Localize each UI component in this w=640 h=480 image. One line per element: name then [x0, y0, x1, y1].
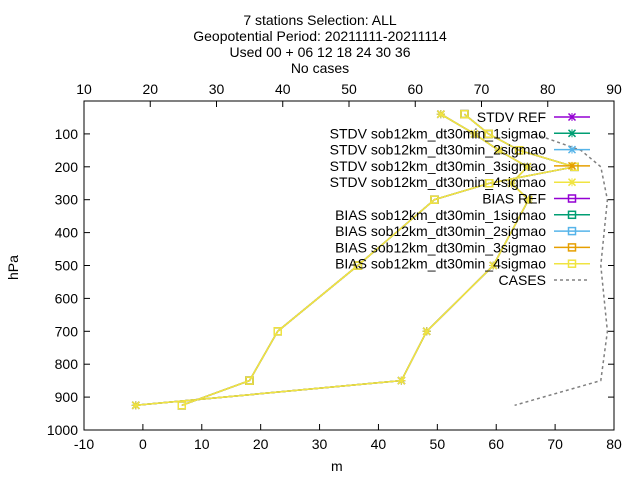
legend-entry: BIAS sob12km_dt30min_3sigmao — [335, 239, 590, 255]
legend-label: STDV REF — [477, 109, 546, 125]
legend-label: BIAS sob12km_dt30min_2sigmao — [335, 223, 546, 239]
legend-entry: CASES — [499, 272, 590, 288]
series-11 — [514, 133, 609, 407]
series-point-square — [177, 401, 187, 410]
series-point-square — [460, 109, 469, 119]
x2-tick-label: 70 — [474, 81, 490, 97]
x-tick-label: 80 — [606, 436, 622, 452]
legend-label: BIAS REF — [482, 191, 546, 207]
x2-tick-label: 30 — [209, 81, 225, 97]
series-point-square — [177, 401, 187, 410]
legend-entry: STDV sob12km_dt30min_1sigmao — [330, 125, 590, 141]
series-point-square — [567, 194, 577, 203]
x-tick-label: 40 — [371, 436, 387, 452]
legend-entry: BIAS sob12km_dt30min_1sigmao — [335, 207, 590, 223]
x2-tick-label: 20 — [142, 81, 158, 97]
x2-tick-label: 60 — [407, 81, 423, 97]
series-point-plus — [470, 129, 479, 138]
series-point-plus — [568, 178, 576, 187]
legend-entry: STDV sob12km_dt30min_4sigmao — [330, 174, 590, 190]
chart-title-line-2: Geopotential Period: 20211111-20211114 — [193, 28, 447, 44]
x2-tick-label: 10 — [76, 81, 92, 97]
series-point-square — [484, 129, 493, 139]
series-point-square — [177, 401, 187, 410]
series-point-plus — [568, 145, 576, 154]
series-point-plus — [436, 110, 445, 119]
series-point-plus — [397, 376, 406, 385]
series-10 — [177, 109, 579, 410]
series-point-plus — [568, 161, 576, 170]
y-tick-label: 1000 — [47, 422, 78, 438]
y-tick-label: 600 — [55, 290, 79, 306]
y-tick-label: 400 — [55, 225, 79, 241]
x-tick-label: 50 — [430, 436, 446, 452]
series-point-plus — [131, 401, 140, 410]
legend-entry: STDV REF — [477, 109, 590, 125]
series-point-square — [514, 146, 524, 155]
series-point-square — [177, 401, 187, 410]
series-point-plus — [523, 162, 532, 171]
series-point-plus — [422, 327, 431, 336]
y-tick-label: 300 — [55, 192, 79, 208]
series-point-plus — [568, 113, 576, 121]
x-tick-label: 30 — [312, 436, 328, 452]
series-point-square — [353, 261, 363, 270]
legend-label: STDV sob12km_dt30min_3sigmao — [330, 158, 547, 174]
legend-label: BIAS sob12km_dt30min_4sigmao — [335, 256, 546, 272]
x-tick-label: 70 — [547, 436, 563, 452]
series-point-plus — [507, 179, 516, 188]
series-point-square — [177, 401, 187, 410]
y-tick-label: 700 — [55, 323, 79, 339]
x-axis-label: m — [331, 458, 343, 474]
series-point-square — [430, 195, 439, 204]
x-tick-label: 0 — [139, 436, 147, 452]
chart-title-line-1: 7 stations Selection: ALL — [243, 12, 397, 28]
x-tick-label: 60 — [488, 436, 504, 452]
series-point-plus — [494, 146, 503, 155]
series-line — [135, 113, 530, 407]
y-tick-label: 100 — [55, 126, 79, 142]
y-tick-label: 900 — [55, 389, 79, 405]
series-point-square — [567, 226, 577, 236]
series-line — [514, 133, 609, 407]
x2-tick-label: 80 — [540, 81, 556, 97]
chart-title-line-4: No cases — [290, 60, 350, 76]
series-point-plus — [489, 261, 498, 270]
chart-title-line-3: Used 00 + 06 12 18 24 30 36 — [229, 44, 411, 60]
y-tick-label: 200 — [55, 159, 79, 175]
legend-label: BIAS sob12km_dt30min_1sigmao — [335, 207, 546, 223]
series-point-square — [245, 376, 254, 385]
legend-entry: BIAS sob12km_dt30min_2sigmao — [335, 223, 590, 239]
series-point-square — [273, 327, 282, 336]
series-point-plus — [524, 195, 533, 204]
series-point-square — [567, 259, 577, 268]
y-tick-label: 500 — [55, 258, 79, 274]
x-tick-label: -10 — [74, 436, 94, 452]
series-5 — [131, 110, 533, 410]
series-point-square — [567, 210, 577, 220]
x2-tick-label: 40 — [275, 81, 291, 97]
legend-entry: STDV sob12km_dt30min_3sigmao — [330, 158, 590, 174]
legend-entry: BIAS sob12km_dt30min_4sigmao — [335, 256, 590, 272]
legend-label: BIAS sob12km_dt30min_3sigmao — [335, 239, 546, 255]
x2-tick-label: 50 — [341, 81, 357, 97]
legend-label: STDV sob12km_dt30min_1sigmao — [330, 125, 547, 141]
series-line — [181, 113, 575, 407]
y-tick-label: 800 — [55, 356, 79, 372]
x-tick-label: 10 — [194, 436, 210, 452]
legend-entry: BIAS REF — [482, 191, 590, 207]
legend-label: CASES — [499, 272, 546, 288]
series-point-square — [567, 243, 577, 252]
series-point-plus — [568, 129, 576, 138]
x-tick-label: 20 — [253, 436, 269, 452]
legend-label: STDV sob12km_dt30min_2sigmao — [330, 142, 547, 158]
x2-tick-label: 90 — [606, 81, 622, 97]
legend-label: STDV sob12km_dt30min_4sigmao — [330, 174, 547, 190]
series-point-square — [484, 179, 494, 188]
legend-entry: STDV sob12km_dt30min_2sigmao — [330, 142, 590, 158]
